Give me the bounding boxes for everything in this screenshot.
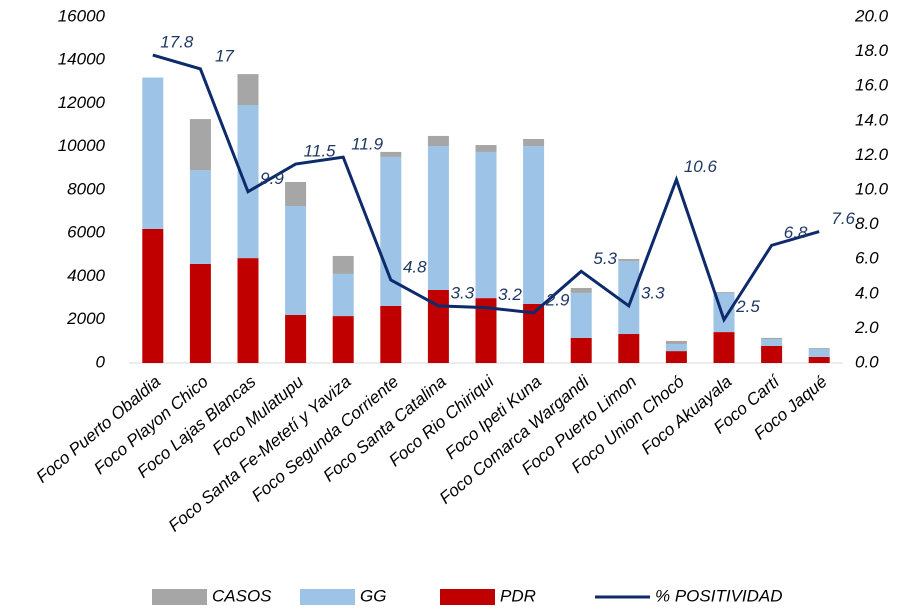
bar-segment (427, 289, 449, 363)
data-label: 17.8 (160, 33, 194, 52)
bar-segment (189, 119, 211, 171)
legend-label: CASOS (212, 586, 272, 605)
legend-swatch (440, 589, 495, 605)
y-tick-label: 10000 (58, 136, 106, 155)
bar-segment (808, 348, 830, 357)
bar-segment (237, 74, 259, 106)
bar-segment (761, 337, 783, 339)
legend-label: % POSITIVIDAD (655, 586, 783, 605)
y2-tick-label: 18.0 (855, 41, 889, 60)
bar-segment (570, 337, 592, 363)
data-label: 6.8 (784, 223, 808, 242)
bar-segment (523, 303, 545, 363)
bar-segment (523, 138, 545, 147)
y-tick-label: 16000 (58, 6, 106, 25)
y2-tick-label: 20.0 (854, 6, 889, 25)
bar-segment (475, 151, 497, 299)
y-tick-label: 14000 (58, 50, 106, 69)
y2-tick-label: 0.0 (855, 352, 879, 371)
y2-tick-label: 8.0 (855, 214, 879, 233)
y-tick-label: 12000 (58, 93, 106, 112)
data-label: 10.6 (684, 157, 718, 176)
data-label: 5.3 (593, 249, 617, 268)
bar-segment (713, 292, 735, 293)
bar-segment (332, 273, 354, 317)
data-label: 2.9 (545, 290, 570, 309)
bar-segment (665, 351, 687, 363)
bar-segment (285, 206, 307, 315)
bar-segment (475, 298, 497, 363)
bar-segment (713, 332, 735, 363)
bar-segment (808, 356, 830, 363)
bar-segment (237, 258, 259, 363)
data-label: 11.9 (351, 135, 383, 154)
bar-segment (332, 316, 354, 363)
data-label: 3.3 (451, 283, 475, 302)
y2-tick-label: 6.0 (855, 249, 879, 268)
bar-segment (189, 170, 211, 264)
bar-segment (380, 151, 402, 157)
bar-segment (618, 260, 640, 335)
y2-tick-label: 16.0 (855, 76, 889, 95)
bar-segment (427, 146, 449, 290)
line-series (152, 53, 820, 324)
bar-segment (189, 263, 211, 363)
bar-segment (570, 292, 592, 338)
data-label: 3.2 (498, 285, 522, 304)
legend-swatch (152, 589, 207, 605)
legend-label: PDR (500, 586, 536, 605)
bar-segment (332, 255, 354, 274)
bar-segment (570, 287, 592, 293)
y-tick-label: 0 (96, 352, 106, 371)
bar-segment (427, 135, 449, 147)
bar-segment (618, 334, 640, 363)
bar-segment (618, 258, 640, 261)
bar-segment (142, 77, 164, 229)
data-label: 17 (215, 46, 234, 65)
data-label: 11.5 (304, 142, 336, 161)
data-label: 3.3 (641, 283, 665, 302)
data-label: 2.5 (735, 297, 760, 316)
y2-tick-label: 4.0 (855, 283, 879, 302)
y2-tick-label: 12.0 (855, 145, 889, 164)
bar-segment (665, 343, 687, 352)
y-tick-label: 6000 (67, 223, 105, 242)
y2-tick-label: 2.0 (854, 318, 879, 337)
legend-swatch (300, 589, 355, 605)
y2-tick-label: 10.0 (855, 179, 889, 198)
bar-segment (142, 228, 164, 363)
bar-segment (285, 314, 307, 363)
bar-segment (285, 181, 307, 207)
y-tick-label: 4000 (67, 266, 105, 285)
y2-tick-label: 14.0 (855, 110, 889, 129)
bar-segment (475, 145, 497, 152)
y-tick-label: 2000 (66, 309, 105, 328)
bar-segment (808, 348, 830, 349)
y-tick-label: 8000 (67, 179, 105, 198)
data-label: 4.8 (403, 257, 427, 276)
bar-segment (523, 146, 545, 304)
bar-segment (237, 105, 259, 259)
data-label: 9.9 (260, 169, 284, 188)
data-label: 7.6 (831, 209, 855, 228)
bar-segment (761, 345, 783, 363)
bar-segment (665, 340, 687, 344)
bar-segment (761, 338, 783, 346)
legend-label: GG (360, 586, 386, 605)
bar-segment (380, 305, 402, 363)
